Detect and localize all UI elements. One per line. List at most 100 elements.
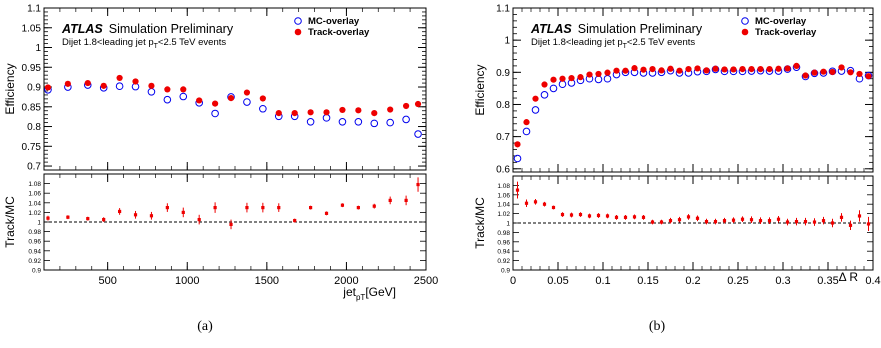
mc-overlay-point — [513, 154, 522, 163]
x-tick-label: 0.05 — [547, 275, 568, 287]
track-overlay-point — [811, 69, 818, 76]
ratio-point — [515, 188, 520, 192]
event-selection-label: Dijet 1.8<leading jet pT<2.5 TeV events — [531, 37, 695, 50]
ratio-point — [740, 217, 745, 221]
track-overlay-point — [339, 106, 346, 114]
mc-overlay-point — [522, 127, 531, 136]
ratio-point — [704, 219, 709, 224]
track-overlay-point — [100, 82, 107, 89]
track-overlay-point — [604, 69, 611, 76]
y-tick-label: 0.7 — [496, 132, 510, 143]
x-tick-label: 2500 — [414, 275, 438, 287]
track-overlay-point — [577, 74, 584, 81]
mc-overlay-point — [259, 104, 267, 113]
ratio-point — [293, 218, 297, 223]
track-overlay-point — [694, 65, 701, 72]
atlas-label-sub: Simulation Preliminary — [578, 22, 703, 36]
track-overlay-point — [414, 100, 422, 108]
legend-entry: MC-overlay — [308, 16, 360, 27]
event-selection-sub: T — [623, 43, 628, 50]
track-overlay-point — [775, 65, 782, 72]
legend-marker-mc-overlay — [294, 17, 302, 25]
ratio-y-tick-label: 1.06 — [28, 191, 41, 198]
ratio-point — [623, 215, 628, 219]
ratio-point — [758, 219, 763, 223]
ratio-point — [749, 218, 754, 222]
legend-entry: Track-overlay — [308, 27, 370, 38]
atlas-label-sub: Simulation Preliminary — [109, 22, 234, 36]
ratio-point — [560, 212, 565, 217]
track-overlay-point — [838, 64, 845, 71]
ratio-y-tick-label: 1.04 — [28, 200, 41, 207]
panel-label: (a) — [197, 319, 213, 334]
track-overlay-point — [820, 68, 827, 75]
ratio-point — [605, 214, 610, 218]
ratio-point — [587, 214, 592, 218]
track-overlay-point — [64, 80, 71, 87]
ratio-point — [614, 215, 619, 219]
ratio-point — [213, 206, 217, 210]
ratio-point — [722, 219, 727, 223]
event-selection-prefix: Dijet 1.8<leading jet p — [62, 37, 154, 48]
ratio-point — [261, 206, 265, 210]
y-tick-label: 0.8 — [496, 100, 510, 111]
ratio-point — [524, 201, 529, 205]
track-overlay-point — [703, 67, 710, 74]
ratio-point — [229, 222, 233, 226]
x-tick-label: 0.3 — [775, 275, 790, 287]
mc-overlay-point — [540, 91, 549, 99]
track-overlay-point — [323, 109, 330, 116]
event-selection-suffix: <2.5 TeV events — [158, 37, 226, 48]
panel-label: (b) — [649, 319, 666, 334]
track-overlay-point — [523, 119, 530, 126]
y-tick-label: 1.1 — [27, 4, 41, 15]
y-axis-title: Efficiency — [473, 64, 487, 115]
track-overlay-point — [613, 67, 620, 74]
ratio-point — [149, 214, 154, 218]
x-tick-label: 0.15 — [637, 275, 658, 287]
track-overlay-point — [631, 65, 638, 72]
ratio-y-tick-label: 1.08 — [497, 183, 510, 190]
mc-overlay-point — [115, 82, 124, 91]
ratio-point — [66, 215, 70, 219]
track-overlay-point — [748, 65, 755, 73]
x-tick-label: 2000 — [334, 275, 358, 287]
y-tick-label: 1.1 — [496, 4, 510, 15]
track-overlay-point — [865, 73, 872, 80]
ratio-y-tick-label: 0.96 — [497, 239, 510, 246]
track-overlay-point — [180, 86, 187, 93]
mc-overlay-point — [531, 106, 540, 114]
ratio-y-tick-label: 1.02 — [497, 211, 510, 218]
track-overlay-point — [676, 67, 683, 74]
ratio-point — [821, 219, 826, 223]
track-overlay-point — [514, 141, 521, 148]
ratio-point — [533, 200, 538, 204]
ratio-point — [632, 215, 637, 219]
y-tick-label: 1 — [504, 36, 510, 47]
x-tick-label: 0.4 — [865, 275, 880, 287]
x-tick-label: 0.1 — [595, 275, 610, 287]
mc-overlay-point — [386, 118, 394, 127]
ratio-point — [102, 218, 106, 222]
track-overlay-point — [227, 94, 235, 102]
ratio-y-tick-label: 1.02 — [28, 210, 41, 217]
ratio-point — [677, 218, 682, 222]
mc-overlay-point — [211, 109, 219, 118]
track-overlay-point — [649, 65, 656, 73]
x-tick-label: 1000 — [175, 275, 199, 287]
y-tick-label: 0.6 — [496, 164, 510, 175]
panel-b: 0.6 0.7 0.8 0.9 1 1.1 0.9 0.92 0.94 0.96 0.98 1 1.02… — [473, 4, 881, 335]
ratio-y-tick-label: 1.04 — [497, 202, 510, 209]
track-overlay-point — [307, 109, 314, 116]
track-overlay-point — [586, 71, 593, 78]
ratio-point — [731, 218, 736, 222]
track-overlay-point — [148, 82, 155, 89]
mc-overlay-point — [414, 130, 422, 138]
mc-overlay-point — [338, 117, 347, 126]
mc-overlay-point — [243, 98, 251, 106]
ratio-point — [659, 220, 664, 224]
ratio-point — [848, 223, 853, 227]
ratio-y-tick-label: 0.92 — [28, 258, 41, 265]
ratio-point — [404, 198, 408, 202]
